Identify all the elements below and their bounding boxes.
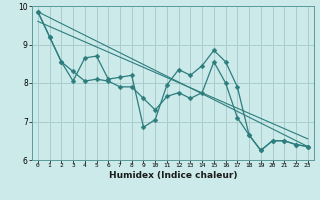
X-axis label: Humidex (Indice chaleur): Humidex (Indice chaleur) [108,171,237,180]
